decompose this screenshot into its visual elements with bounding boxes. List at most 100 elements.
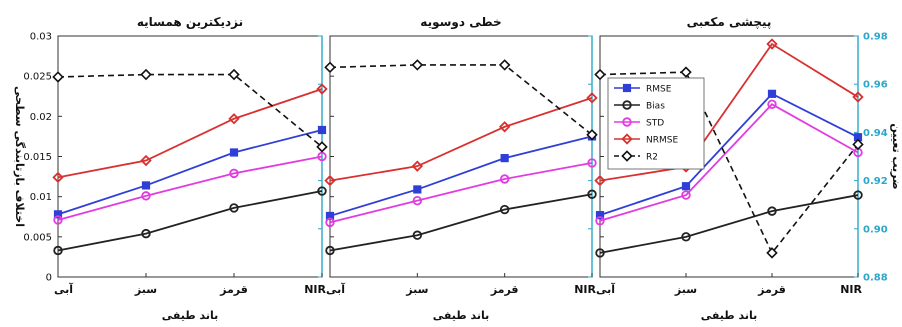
x-tick-label: NIR	[304, 283, 326, 296]
y-tick-label: 0	[46, 273, 52, 284]
series-nrmse	[52, 83, 328, 184]
x-tick-label: سبز	[405, 283, 428, 296]
series-line-r2	[599, 71, 859, 255]
x-tick-label: قرمز	[757, 283, 786, 296]
data-point-std	[325, 217, 335, 228]
legend-label: Bias	[646, 102, 665, 112]
series-line-std	[57, 155, 323, 221]
data-point-nrmse	[324, 174, 336, 187]
legend-swatch-marker	[622, 83, 632, 93]
legend-label: NRMSE	[646, 136, 678, 146]
y2-tick-label: 0.94	[863, 128, 888, 139]
legend-swatch-marker	[621, 150, 633, 162]
legend: RMSE Bias STD NRMSE R2	[607, 77, 705, 170]
x-tick-label: قرمز	[219, 283, 248, 296]
data-point-std	[499, 174, 510, 184]
x-axis-label: باند طیفی	[162, 309, 218, 322]
data-point-bias	[681, 232, 691, 242]
series-line-std	[599, 103, 859, 222]
x-tick-label: NIR	[840, 283, 862, 296]
y2-tick-label: 0.88	[863, 273, 888, 284]
series-bias	[325, 189, 597, 256]
series-line-rmse	[329, 135, 593, 217]
panel-title: خطی دوسویه	[420, 15, 501, 30]
data-point-r2	[316, 141, 328, 153]
x-tick-label: سبز	[134, 283, 157, 296]
series-line-rmse	[599, 92, 859, 216]
data-point-nrmse	[52, 171, 64, 184]
series-line-bias	[57, 190, 323, 252]
data-point-nrmse	[594, 174, 606, 187]
data-point-rmse	[500, 154, 509, 163]
data-point-std	[681, 190, 691, 200]
data-point-rmse	[595, 211, 605, 220]
data-point-rmse	[53, 210, 63, 219]
panel-3: 0.88 0.90 0.92 0.94 0.96 0.98 آبی سبز قرمز NIR پیچ…	[594, 15, 902, 322]
data-point-bias	[587, 189, 597, 199]
x-tick-label: NIR	[574, 283, 596, 296]
panel-title: نزدیکترین همسایه	[137, 15, 243, 29]
legend-label: RMSE	[646, 85, 672, 95]
data-point-rmse	[317, 125, 327, 135]
data-point-std	[595, 216, 605, 226]
data-point-rmse	[413, 185, 422, 194]
series-rmse	[53, 125, 327, 219]
y-tick-label: 0.015	[23, 152, 52, 163]
series-line-std	[329, 162, 593, 224]
y2-tick-label: 0.90	[863, 224, 888, 235]
series-bias	[53, 186, 327, 256]
series-line-nrmse	[599, 42, 859, 182]
series-std	[53, 151, 327, 225]
data-point-nrmse	[411, 160, 424, 172]
data-point-nrmse	[586, 92, 598, 104]
x-tick-label: سبز	[674, 283, 697, 296]
series-line-nrmse	[57, 88, 323, 179]
y-tick-label: 0.01	[30, 192, 52, 203]
data-point-bias	[317, 186, 327, 196]
series-r2	[52, 68, 328, 153]
data-point-bias	[412, 230, 423, 240]
data-point-bias	[141, 228, 151, 239]
series-rmse	[595, 89, 863, 220]
data-point-r2	[852, 138, 864, 151]
legend-swatch-marker	[622, 117, 632, 127]
data-point-rmse	[229, 148, 239, 157]
x-axis-label: باند طیفی	[433, 309, 489, 322]
series-nrmse	[324, 92, 598, 187]
data-point-rmse	[681, 182, 691, 191]
series-line-bias	[329, 193, 593, 252]
series-r2	[594, 66, 864, 259]
data-point-std	[317, 151, 327, 162]
y-tick-label: 0.025	[23, 72, 52, 83]
series-line-bias	[599, 194, 859, 254]
plot-frame	[329, 35, 593, 278]
y-tick-label: 0.03	[30, 32, 52, 43]
y-tick-label: 0.005	[23, 232, 52, 243]
data-point-r2	[228, 68, 240, 81]
legend-label: STD	[646, 119, 664, 129]
y2-tick-label: 0.96	[863, 80, 888, 91]
data-point-r2	[498, 59, 511, 71]
data-point-nrmse	[852, 91, 864, 103]
data-point-std	[53, 215, 63, 225]
data-point-bias	[595, 248, 605, 258]
data-point-bias	[229, 203, 239, 213]
data-point-bias	[767, 206, 777, 216]
data-point-bias	[853, 190, 863, 200]
series-line-r2	[57, 73, 323, 148]
legend-swatch-marker	[622, 100, 632, 110]
data-point-std	[141, 191, 151, 201]
panel-1: 0 0.005 0.01 0.015 0.02 0.025 0.03 آبی سبز قرمز NI…	[13, 15, 328, 322]
data-point-r2	[411, 59, 424, 71]
data-point-r2	[594, 68, 606, 81]
x-tick-label: قرمز	[490, 283, 519, 296]
x-tick-label: آبی	[596, 282, 615, 296]
x-tick-label: آبی	[54, 282, 73, 296]
y-tick-label: 0.02	[30, 112, 52, 123]
data-point-r2	[52, 71, 64, 83]
data-point-std	[767, 99, 777, 109]
y2-tick-label: 0.98	[863, 32, 888, 43]
y2-axis-label: ضریب تعیین	[890, 123, 902, 189]
data-point-rmse	[767, 89, 777, 98]
